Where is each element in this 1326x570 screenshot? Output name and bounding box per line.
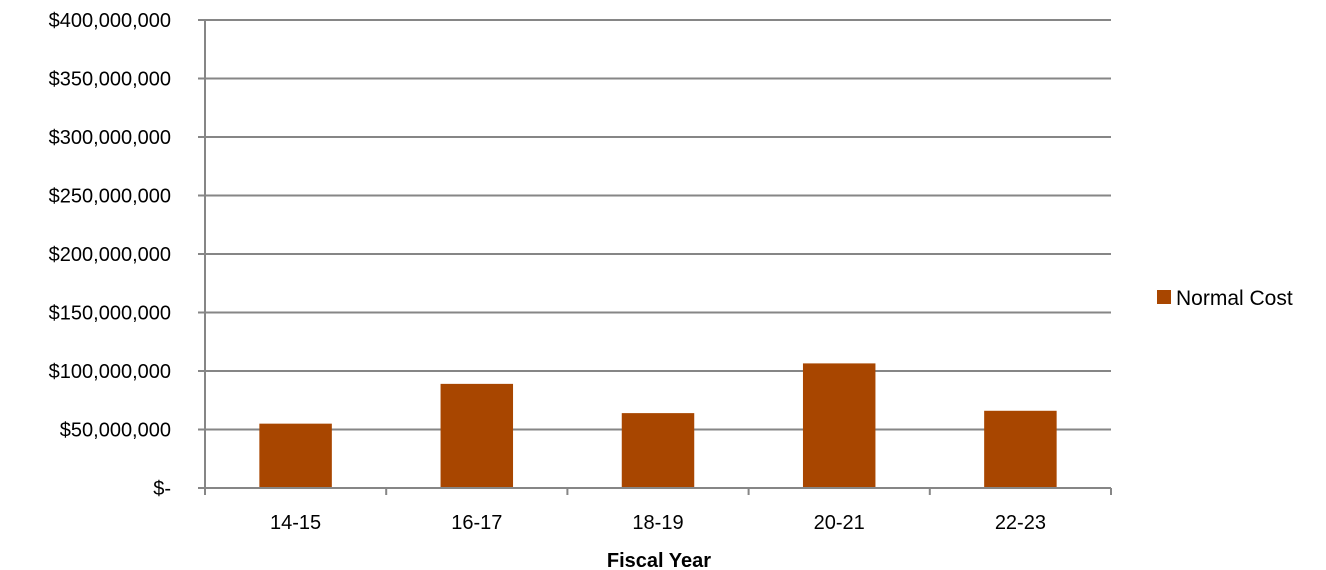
y-tick-label: $50,000,000 <box>60 420 171 442</box>
gridlines <box>205 19 1111 431</box>
y-tick-label: $150,000,000 <box>49 303 171 325</box>
y-tick-label: $400,000,000 <box>49 10 171 32</box>
y-tick-label: $100,000,000 <box>49 361 171 383</box>
x-tick-label: 16-17 <box>451 512 502 534</box>
legend: Normal Cost <box>1157 287 1293 310</box>
x-tick-label: 14-15 <box>270 512 321 534</box>
x-tick-label: 20-21 <box>814 512 865 534</box>
bars <box>259 363 1057 488</box>
bar-20-21 <box>802 363 876 488</box>
y-axis-tick-labels: $- $50,000,000 $100,000,000 $150,000,000 $20… <box>49 10 171 500</box>
bar-16-17 <box>440 383 514 488</box>
bar-22-23 <box>984 410 1057 488</box>
axes <box>198 19 1112 495</box>
x-tick-label: 22-23 <box>995 512 1046 534</box>
bar-18-19 <box>621 413 695 488</box>
x-axis-tick-labels: 14-15 16-17 18-19 20-21 22-23 <box>270 512 1046 534</box>
x-axis-title: Fiscal Year <box>607 550 711 570</box>
y-tick-label: $- <box>153 478 171 500</box>
legend-swatch <box>1157 290 1171 304</box>
y-tick-label: $250,000,000 <box>49 186 171 208</box>
y-tick-label: $350,000,000 <box>49 69 171 91</box>
x-tick-label: 18-19 <box>632 512 683 534</box>
y-tick-label: $200,000,000 <box>49 244 171 266</box>
bar-14-15 <box>259 423 332 488</box>
y-tick-label: $300,000,000 <box>49 127 171 149</box>
legend-label: Normal Cost <box>1176 287 1293 310</box>
